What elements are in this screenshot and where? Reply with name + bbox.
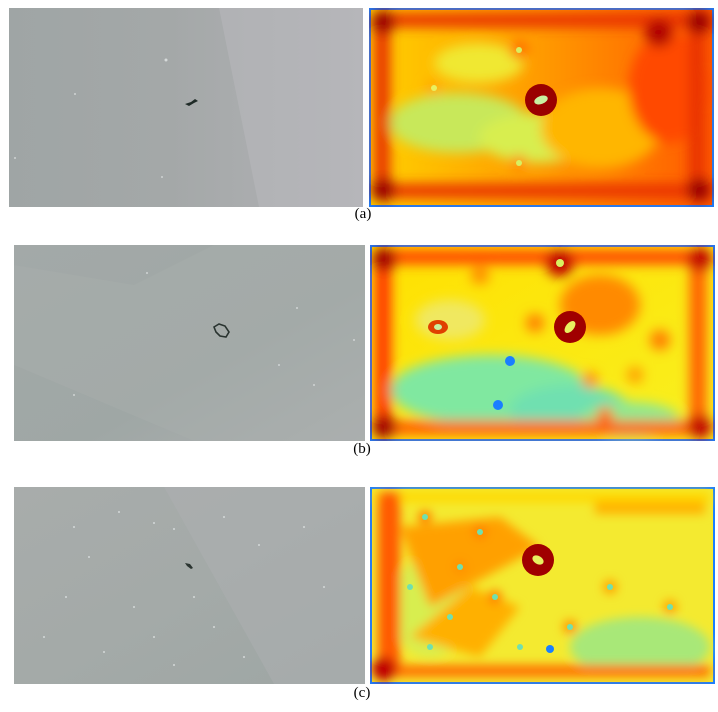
heatmap-c [370,487,715,684]
heatmap-b [370,245,715,441]
caption-c: (c) [353,685,371,701]
photo-c [14,487,365,684]
heatmap-a [369,8,714,207]
caption-b: (b) [353,441,371,457]
caption-a: (a) [354,206,372,222]
photo-a [9,8,363,207]
photo-b [14,245,365,441]
